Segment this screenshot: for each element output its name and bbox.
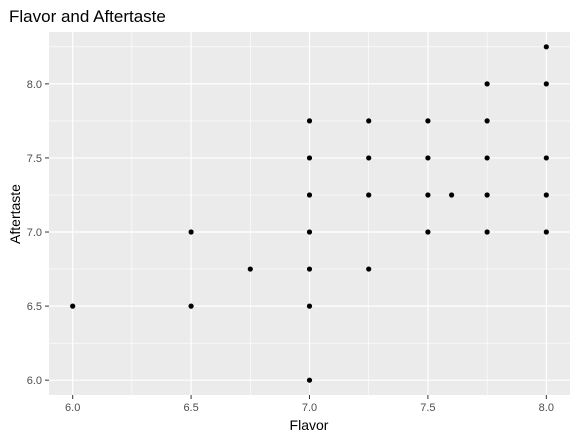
scatter-point: [366, 118, 372, 124]
scatter-point: [543, 81, 549, 87]
scatter-point: [306, 377, 313, 383]
scatter-point: [188, 303, 194, 309]
scatter-point: [306, 229, 313, 235]
scatter-point: [366, 192, 372, 198]
scatter-point: [484, 192, 490, 198]
scatter-point: [543, 229, 549, 235]
scatter-point: [425, 118, 431, 124]
scatter-point: [484, 229, 490, 235]
y-tick-label: 8.0: [27, 79, 42, 91]
x-tick-label: 6.0: [65, 402, 80, 414]
y-tick-label: 6.5: [27, 301, 42, 313]
y-tick-label: 6.0: [27, 375, 42, 387]
axis-ticks: 6.0 6.5 7.0 7.5 8.0 6.0 6.5 7.0 7.5 8.0: [27, 79, 554, 414]
chart-title: Flavor and Aftertaste: [9, 7, 166, 26]
scatter-point: [448, 192, 455, 198]
scatter-point: [484, 118, 490, 124]
scatter-point: [543, 155, 549, 161]
data-points: [70, 44, 549, 383]
scatter-point: [306, 155, 313, 161]
scatter-point: [306, 192, 313, 198]
scatter-point: [247, 266, 253, 272]
scatter-point: [484, 81, 490, 87]
scatter-point: [70, 303, 76, 309]
scatter-point: [425, 155, 431, 161]
x-tick-label: 8.0: [539, 402, 554, 414]
scatter-point: [484, 155, 490, 161]
x-tick-label: 6.5: [183, 402, 198, 414]
x-axis-title: Flavor: [290, 417, 329, 433]
scatter-point: [366, 155, 372, 161]
y-axis-title: Aftertaste: [7, 184, 23, 244]
y-tick-label: 7.5: [27, 153, 42, 165]
scatter-point: [425, 192, 431, 198]
scatter-point: [306, 266, 313, 272]
scatter-point: [543, 192, 549, 198]
scatter-point: [543, 44, 549, 50]
x-tick-label: 7.5: [420, 402, 435, 414]
x-tick-label: 7.0: [302, 402, 317, 414]
scatter-point: [306, 118, 313, 124]
scatter-point: [306, 303, 313, 309]
scatter-point: [425, 229, 431, 235]
scatter-point: [366, 266, 372, 272]
scatter-point: [188, 229, 194, 235]
y-tick-label: 7.0: [27, 227, 42, 239]
